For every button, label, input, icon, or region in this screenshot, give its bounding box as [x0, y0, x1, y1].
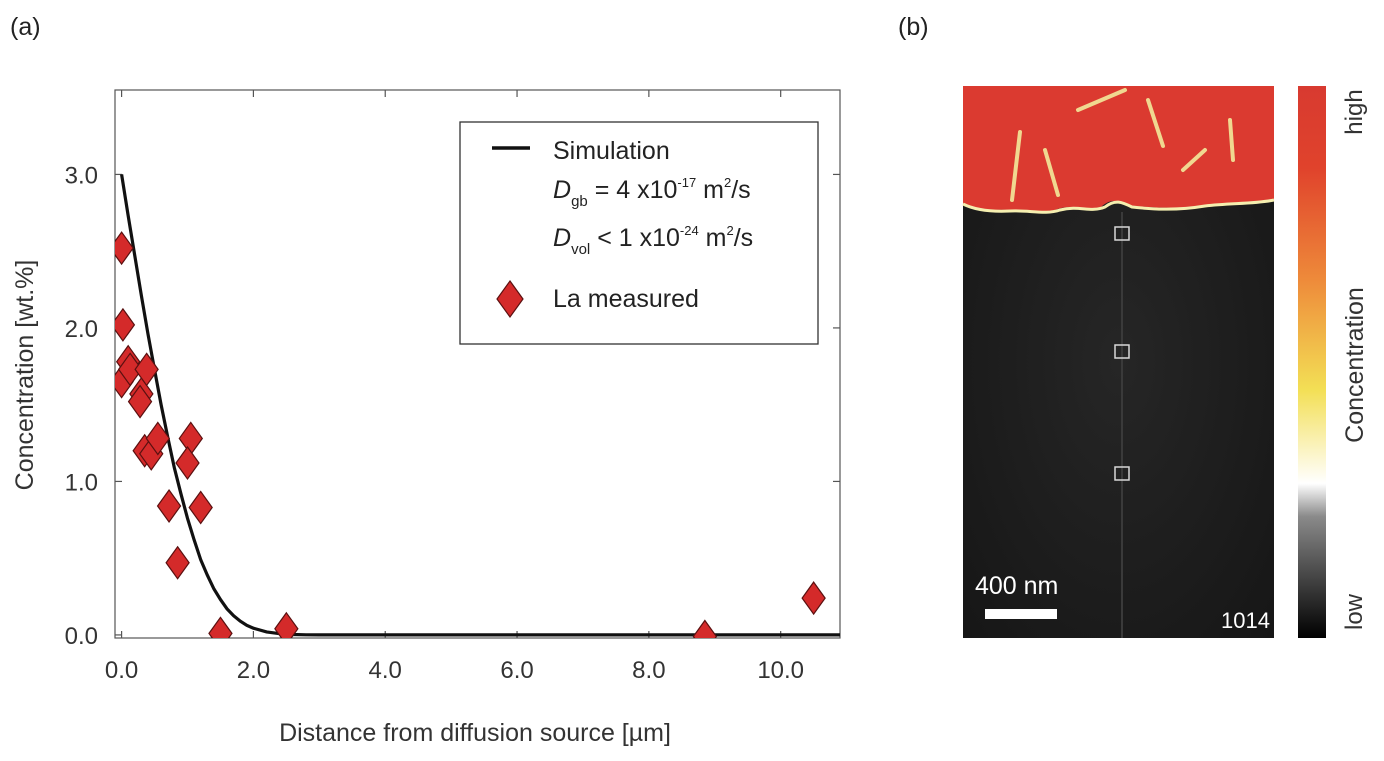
- data-point: [115, 231, 134, 266]
- x-tick-label: 6.0: [500, 657, 533, 684]
- dgb-unit: m: [696, 176, 724, 204]
- data-point: [208, 616, 233, 638]
- y-axis-title: Concentration [wt.%]: [11, 260, 39, 491]
- data-point: [134, 352, 159, 387]
- y-tick-label: 2.0: [65, 316, 98, 343]
- x-tick-label: 10.0: [757, 657, 804, 684]
- dvol-symbol: D: [553, 224, 571, 252]
- dgb-unit-end: /s: [731, 176, 750, 204]
- dgb-subscript: gb: [571, 193, 588, 210]
- dgb-exponent: -17: [677, 175, 696, 190]
- legend-dvol: Dvol < 1 x10-24 m2/s: [553, 223, 753, 258]
- data-point: [178, 421, 204, 456]
- data-point: [165, 545, 190, 580]
- plot-frame: [114, 89, 841, 639]
- measured-points: [115, 231, 826, 638]
- dvol-subscript: vol: [571, 241, 590, 258]
- y-tick-label: 1.0: [65, 469, 98, 496]
- dvol-unit: m: [699, 224, 727, 252]
- colorbar: [1298, 86, 1326, 638]
- scale-bar: [985, 609, 1057, 619]
- measurement-box: [1114, 466, 1130, 481]
- measurement-box: [1114, 344, 1130, 359]
- legend: Simulation Dgb = 4 x10-17 m2/s Dvol < 1 …: [459, 121, 819, 345]
- x-tick-label: 8.0: [632, 657, 665, 684]
- legend-measured-label: La measured: [553, 285, 699, 313]
- y-axis-ticks: 0.0 1.0 2.0 3.0: [65, 162, 840, 650]
- data-point: [692, 619, 718, 638]
- data-point: [188, 490, 213, 525]
- micrograph-panel-b: 400 nm 1014 high Concentration low: [962, 86, 1369, 638]
- micrograph-interface: [962, 198, 1275, 214]
- dvol-value: < 1 x10: [590, 224, 680, 252]
- dvol-unit-sup: 2: [726, 223, 733, 238]
- colorbar-high-label: high: [1341, 89, 1368, 134]
- y-tick-label: 0.0: [65, 623, 98, 650]
- x-tick-label: 2.0: [237, 657, 270, 684]
- dgb-unit-sup: 2: [724, 175, 731, 190]
- x-axis-title: Distance from diffusion source [µm]: [279, 719, 671, 747]
- panel-label-a: (a): [10, 13, 41, 41]
- micrograph-precipitates: [1010, 88, 1235, 202]
- x-tick-label: 0.0: [105, 657, 138, 684]
- dvol-exponent: -24: [680, 223, 699, 238]
- panel-label-b: (b): [898, 13, 929, 41]
- micrograph-phase-region: [963, 86, 1274, 212]
- y-tick-label: 3.0: [65, 162, 98, 189]
- dgb-value: = 4 x10: [588, 176, 678, 204]
- data-point: [145, 421, 171, 456]
- legend-simulation-label: Simulation: [553, 137, 670, 165]
- scale-bar-label: 400 nm: [975, 572, 1058, 600]
- legend-marker-swatch: [496, 279, 524, 319]
- chart-panel-a: 0.0 2.0 4.0 6.0 8.0 10.0 0.0 1.0 2.0 3.0 Distanc…: [11, 89, 841, 747]
- data-point: [117, 352, 143, 387]
- legend-box: [459, 121, 819, 345]
- micrograph-id: 1014: [1221, 608, 1270, 633]
- legend-dgb: Dgb = 4 x10-17 m2/s: [553, 175, 751, 210]
- x-axis-ticks: 0.0 2.0 4.0 6.0 8.0 10.0: [105, 90, 804, 684]
- dvol-unit-end: /s: [734, 224, 753, 252]
- dgb-symbol: D: [553, 176, 571, 204]
- colorbar-title: Concentration: [1341, 287, 1369, 443]
- data-point: [274, 611, 299, 638]
- x-tick-label: 4.0: [369, 657, 402, 684]
- data-point: [175, 445, 200, 481]
- measurement-box: [1114, 226, 1130, 241]
- data-point: [127, 384, 153, 419]
- data-point: [156, 488, 182, 524]
- data-point: [115, 307, 136, 342]
- data-point: [801, 581, 826, 616]
- colorbar-low-label: low: [1341, 593, 1368, 630]
